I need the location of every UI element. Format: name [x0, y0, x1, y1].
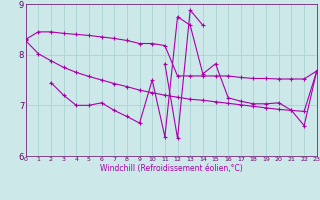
X-axis label: Windchill (Refroidissement éolien,°C): Windchill (Refroidissement éolien,°C) — [100, 164, 243, 173]
